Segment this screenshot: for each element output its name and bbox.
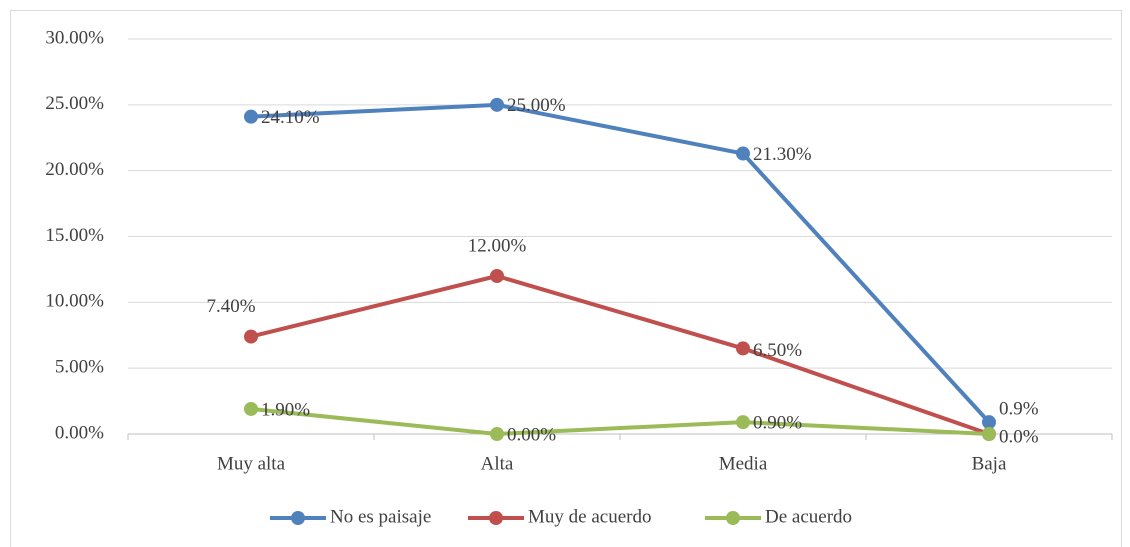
- legend-label: Muy de acuerdo: [528, 506, 651, 527]
- x-tick-label: Baja: [972, 453, 1007, 474]
- legend-marker: [291, 511, 305, 525]
- y-tick-label: 10.00%: [45, 291, 104, 312]
- data-label: 12.00%: [468, 235, 527, 256]
- data-point: [736, 341, 750, 356]
- data-point: [490, 427, 504, 441]
- data-label: 0.00%: [507, 424, 556, 445]
- y-tick-label: 5.00%: [55, 357, 104, 378]
- y-tick-label: 0.00%: [55, 422, 104, 443]
- x-tick-label: Alta: [481, 453, 514, 474]
- data-point: [736, 146, 750, 161]
- legend-marker: [726, 511, 740, 525]
- data-label: 1.90%: [261, 399, 310, 420]
- y-tick-label: 20.00%: [45, 159, 104, 180]
- data-point: [244, 401, 258, 416]
- data-point: [490, 269, 504, 283]
- series-line: [250, 274, 990, 436]
- data-label: 0.0%: [999, 426, 1039, 447]
- series-line: [250, 406, 990, 436]
- legend-marker: [489, 511, 503, 525]
- data-point: [982, 415, 996, 430]
- series-line: [250, 102, 991, 424]
- data-point: [244, 109, 258, 124]
- data-label: 25.00%: [507, 95, 566, 116]
- y-tick-label: 30.00%: [45, 27, 104, 48]
- data-point: [490, 97, 504, 112]
- data-label: 24.10%: [261, 107, 320, 128]
- y-tick-label: 15.00%: [45, 225, 104, 246]
- x-tick-label: Muy alta: [217, 453, 286, 474]
- legend-label: No es paisaje: [330, 506, 431, 527]
- data-label: 6.50%: [753, 340, 802, 361]
- data-point: [982, 427, 996, 441]
- data-point: [736, 415, 750, 430]
- data-label: 0.9%: [999, 399, 1039, 420]
- data-label: 21.30%: [753, 144, 812, 165]
- y-tick-label: 25.00%: [45, 93, 104, 114]
- data-point: [244, 329, 258, 344]
- data-label: 7.40%: [206, 296, 255, 317]
- chart-frame: [10, 10, 1122, 547]
- data-label: 0.90%: [753, 413, 802, 434]
- legend-label: De acuerdo: [765, 506, 852, 527]
- x-tick-label: Media: [719, 453, 768, 474]
